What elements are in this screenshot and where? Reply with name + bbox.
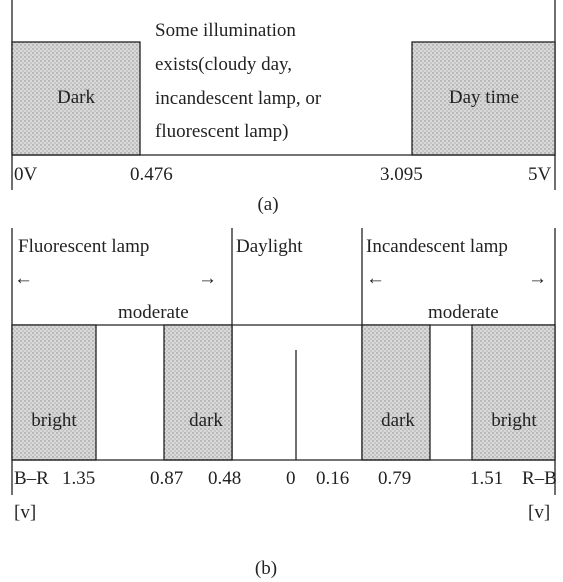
arrow: ← <box>366 268 385 289</box>
tick-label: 1.51 <box>470 468 503 489</box>
caption: (a) <box>257 194 278 215</box>
description: exists(cloudy day, <box>155 54 292 75</box>
panel-a: Dark Day time Some illumination exists(c… <box>11 0 556 215</box>
tick-label: 0.16 <box>316 468 349 489</box>
box-label: dark <box>381 410 415 431</box>
tick-label: R–B <box>522 468 557 489</box>
description: fluorescent lamp) <box>155 121 288 142</box>
box-label: bright <box>31 410 77 431</box>
tick-label: 0.48 <box>208 468 241 489</box>
tick-label: 5V <box>528 164 552 185</box>
description: incandescent lamp, or <box>155 88 322 109</box>
dark-box <box>163 324 233 461</box>
panel-b: Fluorescent lamp Daylight Incandescent l… <box>11 228 557 579</box>
bright-box <box>11 324 97 461</box>
daytime-box <box>411 41 556 156</box>
bright-box <box>471 324 556 461</box>
box-label: Dark <box>57 87 95 108</box>
header: Fluorescent lamp <box>18 236 149 257</box>
header: Incandescent lamp <box>366 236 508 257</box>
tick-label: 3.095 <box>380 164 423 185</box>
tick-label: 0.79 <box>378 468 411 489</box>
unit-label: [v] <box>14 502 36 523</box>
tick-label: 0.87 <box>150 468 183 489</box>
moderate-label: moderate <box>118 302 189 323</box>
moderate-label: moderate <box>428 302 499 323</box>
tick-label: 1.35 <box>62 468 95 489</box>
box-label: bright <box>491 410 537 431</box>
box-label: dark <box>189 410 223 431</box>
tick-label: 0V <box>14 164 38 185</box>
dark-box <box>361 324 431 461</box>
description: Some illumination <box>155 20 296 41</box>
tick-label: B–R <box>14 468 49 489</box>
arrow: → <box>528 268 547 289</box>
dark-box <box>11 41 141 156</box>
arrow: ← <box>14 268 33 289</box>
arrow: → <box>198 268 217 289</box>
tick-label: 0 <box>286 468 296 489</box>
caption: (b) <box>255 558 277 579</box>
header: Daylight <box>236 236 303 257</box>
unit-label: [v] <box>528 502 550 523</box>
tick-label: 0.476 <box>130 164 173 185</box>
box-label: Day time <box>449 87 519 108</box>
